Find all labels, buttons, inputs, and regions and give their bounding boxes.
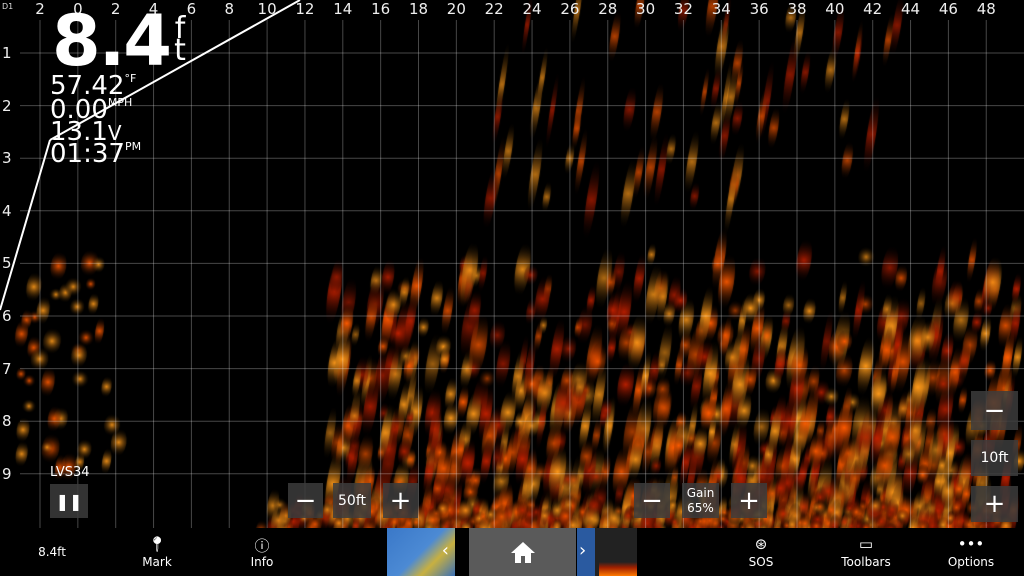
- x-axis-label: 46: [938, 0, 958, 18]
- y-axis-label: 2: [2, 96, 12, 115]
- zoom-out-button[interactable]: −: [971, 391, 1018, 430]
- x-axis-label: 30: [636, 0, 656, 18]
- x-axis-label: 14: [333, 0, 353, 18]
- depth-readout: 8.4: [52, 0, 172, 82]
- next-page-thumbnail[interactable]: ›: [577, 528, 637, 576]
- x-axis-label: 4: [148, 0, 159, 18]
- y-axis-label: 4: [2, 201, 12, 220]
- chevron-right-icon: ›: [579, 540, 587, 561]
- sonar-cone-line: [49, 0, 301, 141]
- options-button[interactable]: ••• Options: [947, 535, 995, 569]
- depth-databar[interactable]: 8.4ft: [38, 545, 66, 559]
- info-button[interactable]: ⓘ Info: [250, 537, 274, 569]
- toolbars-button[interactable]: ▭ Toolbars: [841, 535, 891, 569]
- y-axis-label: 3: [2, 149, 12, 168]
- mark-button[interactable]: 📍︎ Mark: [142, 535, 172, 569]
- x-axis-label: 48: [976, 0, 996, 18]
- x-axis-label: 12: [295, 0, 315, 18]
- info-icon: ⓘ: [254, 537, 270, 555]
- x-axis-label: 2: [110, 0, 121, 18]
- x-axis-label: 26: [560, 0, 580, 18]
- x-axis-label: 10: [257, 0, 277, 18]
- chevron-left-icon: ‹: [441, 540, 449, 561]
- pause-button[interactable]: ❚❚: [50, 484, 88, 518]
- x-axis-label: 8: [224, 0, 235, 18]
- sonar-grid: [0, 0, 1024, 528]
- y-axis-label: 5: [2, 254, 12, 273]
- toolbar-icon: ▭: [858, 535, 874, 553]
- range-value: 50ft: [333, 483, 371, 518]
- x-axis-label: 28: [598, 0, 618, 18]
- previous-page-thumbnail[interactable]: ‹: [387, 528, 455, 576]
- zoom-in-button[interactable]: +: [971, 486, 1018, 522]
- y-axis-label: 6: [2, 307, 12, 325]
- sonar-display[interactable]: [0, 0, 1024, 528]
- mode-label: D1: [2, 2, 14, 11]
- x-axis-label: 32: [673, 0, 693, 18]
- x-axis-label: 24: [522, 0, 542, 18]
- x-axis-label: 6: [186, 0, 197, 18]
- x-axis-label: 36: [749, 0, 769, 18]
- map-pin-icon: 📍︎: [147, 535, 167, 553]
- x-axis-label: 22: [484, 0, 504, 18]
- home-button[interactable]: [469, 528, 576, 576]
- x-axis-label: 18: [408, 0, 429, 18]
- gain-plus-button[interactable]: +: [731, 483, 767, 518]
- range-minus-button[interactable]: −: [288, 483, 323, 518]
- water-temp-readout: 57.42°F: [50, 71, 137, 101]
- x-axis-label: 16: [371, 0, 391, 18]
- sonar-cone-line: [0, 139, 51, 311]
- y-axis-label: 7: [2, 359, 12, 378]
- speed-readout: 0.00MPH: [50, 95, 132, 125]
- y-axis-label: 1: [2, 44, 12, 62]
- y-axis-label: 9: [2, 464, 12, 483]
- transducer-label: LVS34: [50, 465, 90, 480]
- pause-icon: ❚❚: [55, 491, 83, 511]
- x-axis-label: 40: [825, 0, 845, 18]
- gain-minus-button[interactable]: −: [634, 483, 670, 518]
- x-axis-label: 42: [863, 0, 883, 18]
- zoom-value: 10ft: [971, 440, 1018, 476]
- x-axis-label: 34: [711, 0, 731, 18]
- y-axis-label: 8: [2, 412, 12, 431]
- x-axis-label: 44: [901, 0, 921, 18]
- x-axis-label: 38: [787, 0, 807, 18]
- sos-button[interactable]: ⊛ SOS: [748, 535, 774, 569]
- x-axis-label: 2: [35, 0, 45, 18]
- voltage-readout: 13.1V: [50, 117, 122, 147]
- gain-value: Gain 65%: [682, 483, 719, 518]
- x-axis-label: 20: [446, 0, 466, 18]
- time-readout: 01:37PM: [50, 139, 142, 169]
- more-icon: •••: [957, 535, 985, 553]
- bottom-bar: 8.4ft 📍︎ Mark ⓘ Info ‹ › ⊛ SOS ▭ Toolbars ••…: [0, 528, 1024, 576]
- range-plus-button[interactable]: +: [383, 483, 418, 518]
- home-icon: [510, 542, 535, 563]
- lifebuoy-icon: ⊛: [754, 535, 768, 553]
- x-axis-label: 0: [73, 0, 83, 18]
